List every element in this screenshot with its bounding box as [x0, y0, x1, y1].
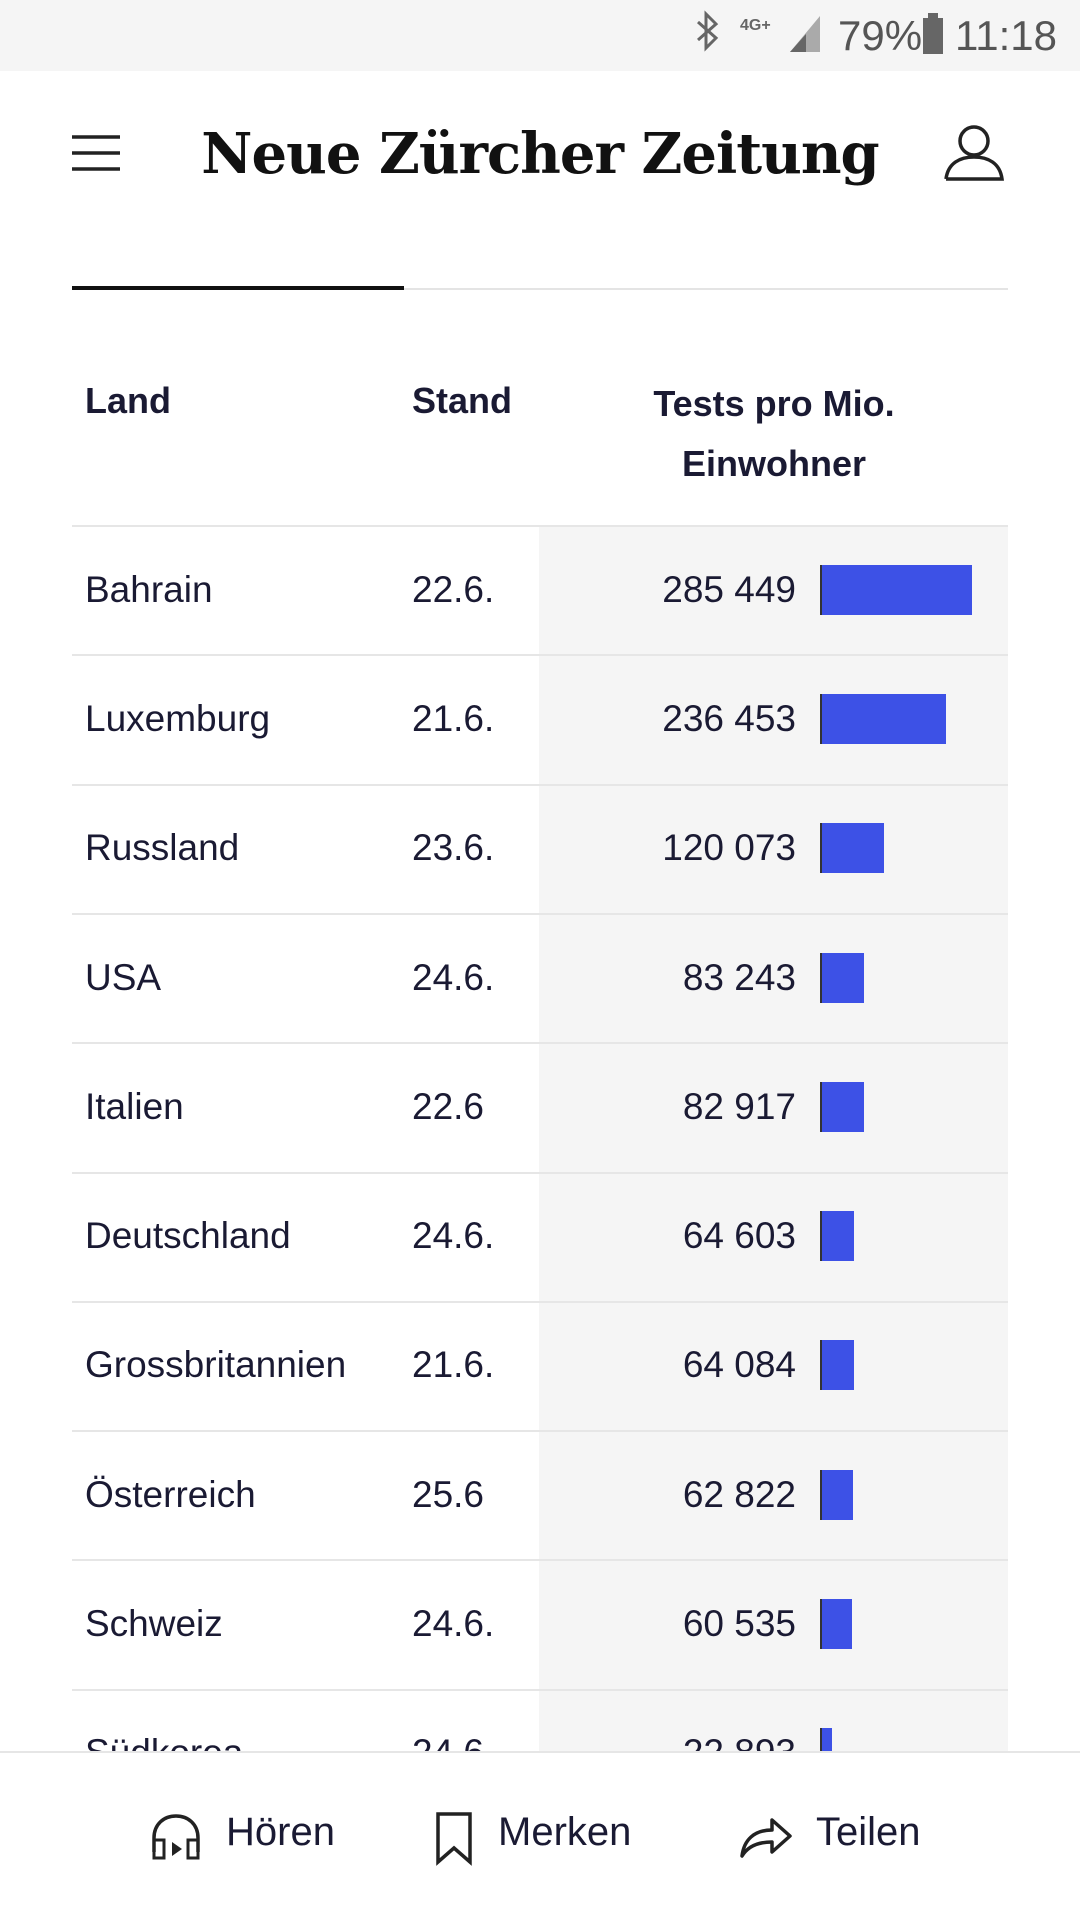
headphones-icon [152, 1814, 200, 1860]
tests-value: 64 603 [682, 1215, 796, 1257]
bar [820, 693, 946, 744]
row-divider [72, 783, 1008, 786]
country: Grossbritannien [85, 1344, 347, 1386]
bar [820, 1211, 855, 1262]
bar [820, 952, 865, 1003]
column-header: Land [85, 380, 171, 421]
bar [820, 1728, 833, 1751]
share-button[interactable]: Teilen [738, 1798, 958, 1878]
country: Österreich [85, 1473, 256, 1515]
bar [820, 564, 972, 615]
date: 23.6. [412, 827, 495, 869]
date: 24.6. [412, 1215, 495, 1257]
row-divider [72, 1042, 1008, 1045]
tests-value: 62 822 [682, 1473, 796, 1515]
tests-value: 82 917 [682, 1085, 796, 1127]
row-divider [72, 1430, 1008, 1433]
bar [820, 823, 884, 874]
toolbar-label: Merken [498, 1810, 632, 1854]
clock: 11:18 [955, 12, 1057, 59]
row-divider [72, 1171, 1008, 1174]
country: Luxemburg [85, 697, 271, 739]
status-bar: 4G+ 79% 11:18 [0, 0, 1080, 71]
country: Deutschland [85, 1215, 291, 1257]
toolbar-label: Teilen [816, 1810, 921, 1854]
active-tab-indicator [72, 286, 404, 290]
country: Bahrain [85, 568, 213, 610]
tests-value: 64 084 [682, 1344, 796, 1386]
tests-value: 120 073 [662, 827, 796, 869]
tests-value: 83 243 [682, 956, 796, 998]
bar [820, 1081, 865, 1132]
tab-divider [72, 288, 1008, 290]
toolbar-label: Hören [226, 1810, 335, 1854]
content: Neue Zürcher Zeitung Land Stand Tests pr… [0, 71, 1080, 1751]
country: Schweiz [85, 1603, 223, 1645]
bar [820, 1599, 853, 1650]
date: 21.6. [412, 697, 495, 739]
tests-value: 22 893 [560, 1728, 796, 1751]
column-header: Tests pro Mio. Einwohner [653, 383, 895, 484]
row-divider [72, 1688, 1008, 1691]
row-divider [72, 1300, 1008, 1303]
tests-value: 285 449 [662, 568, 796, 610]
date: 24.6. [412, 1603, 495, 1645]
country: Russland [85, 827, 240, 869]
date: 24.6. [412, 956, 495, 998]
country: USA [85, 956, 162, 998]
share-icon [740, 1818, 792, 1858]
row-divider [72, 654, 1008, 657]
svg-text:4G+: 4G+ [740, 17, 771, 34]
logo: Neue Zürcher Zeitung [201, 121, 879, 187]
bar [820, 1469, 854, 1520]
date: 22.6 [412, 1085, 485, 1127]
row-divider [72, 525, 1008, 527]
row-divider [72, 1559, 1008, 1562]
row-divider [72, 912, 1008, 915]
header: Neue Zürcher Zeitung [0, 71, 1080, 261]
battery-level: 79% [838, 12, 922, 59]
tests-value: 236 453 [662, 697, 796, 739]
menu-button[interactable] [70, 133, 122, 173]
tests-value: 60 535 [682, 1603, 796, 1645]
toolbar: Hören Merken Teilen [0, 1751, 1080, 1920]
bookmark-icon [436, 1812, 472, 1866]
column-header: Stand [412, 380, 513, 421]
listen-button[interactable]: Hören [150, 1798, 350, 1878]
country: Italien [85, 1085, 184, 1127]
date: 22.6. [412, 568, 495, 610]
date: 21.6. [412, 1344, 495, 1386]
date: 24.6. [412, 1728, 494, 1751]
date: 25.6 [412, 1473, 485, 1515]
country: Südkorea [85, 1728, 243, 1751]
bar [820, 1340, 855, 1391]
bookmark-button[interactable]: Merken [434, 1798, 654, 1878]
account-button[interactable] [942, 123, 1006, 183]
